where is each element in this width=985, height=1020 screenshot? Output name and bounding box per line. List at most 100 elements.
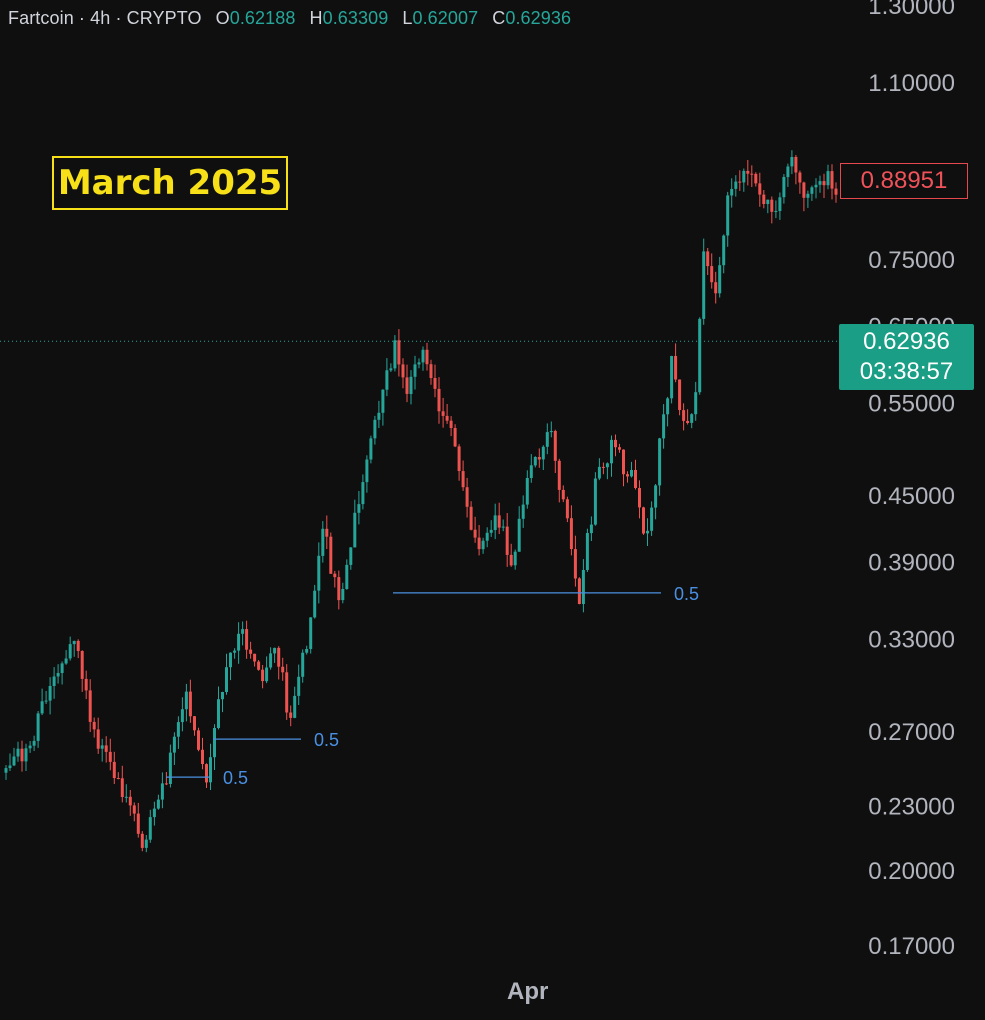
candle-body [441, 411, 445, 416]
candle-body [445, 415, 449, 421]
candle-body [253, 653, 257, 662]
candle-body [16, 748, 20, 757]
candle-body [96, 729, 100, 749]
level-label: 0.5 [674, 584, 699, 604]
candle-body [730, 189, 734, 196]
candle-body [389, 368, 393, 371]
candle-body [8, 765, 12, 769]
candle-body [48, 686, 52, 701]
candle-body [758, 183, 762, 195]
candle-body [826, 171, 830, 186]
candle-body [197, 730, 200, 750]
price-axis[interactable]: 1.300001.100000.750000.650000.550000.450… [868, 0, 955, 960]
candle-body [746, 170, 750, 174]
candle-body [690, 414, 694, 423]
candle-body [201, 749, 204, 764]
candle-body [341, 589, 345, 601]
candle-body [762, 194, 766, 204]
candle-body [152, 808, 156, 818]
candle-body [569, 518, 573, 549]
candle-body [670, 356, 674, 399]
candle-body [714, 282, 718, 294]
high-value: 0.63309 [322, 8, 389, 28]
level-label: 0.5 [223, 768, 248, 788]
candle-body [20, 748, 24, 762]
time-axis[interactable]: Apr [0, 978, 985, 1014]
candle-body [100, 745, 104, 749]
symbol-info[interactable]: Fartcoin · 4h · CRYPTO [8, 8, 202, 28]
candle-body [144, 839, 148, 848]
high-label: H [309, 8, 323, 28]
candle-body [313, 590, 317, 618]
candle-body [409, 376, 413, 394]
candle-body [517, 518, 521, 552]
candle-body [782, 177, 786, 198]
candle-body [726, 195, 730, 236]
candle-body [646, 530, 649, 534]
candle-body [593, 478, 597, 525]
candle-body [281, 666, 285, 673]
candle-body [116, 778, 120, 779]
candle-body [806, 193, 810, 198]
candle-body [810, 187, 814, 194]
candle-body [128, 796, 132, 806]
candle-body [706, 251, 710, 267]
low-value: 0.62007 [412, 8, 479, 28]
price-tick-label: 1.30000 [868, 0, 955, 20]
candle-body [601, 466, 605, 468]
candle-body [285, 672, 289, 713]
open-value: 0.62188 [229, 8, 296, 28]
candle-body [4, 768, 8, 773]
candle-body [345, 564, 349, 589]
candle-body [361, 482, 365, 505]
price-tick-label: 0.55000 [868, 391, 955, 418]
candle-body [417, 362, 421, 365]
candle-body [477, 537, 481, 550]
candle-body [425, 349, 429, 365]
candle-body [233, 650, 237, 653]
candle-body [317, 555, 321, 591]
candle-body [798, 172, 802, 183]
candle-body [453, 428, 457, 447]
candle-body [778, 197, 782, 211]
candle-body [634, 470, 637, 488]
price-tick-label: 0.20000 [868, 858, 955, 885]
candle-body [337, 577, 341, 601]
candle-body [108, 751, 112, 762]
candle-body [52, 676, 56, 686]
candle-body [88, 690, 92, 722]
low-label: L [402, 8, 413, 28]
period-annotation[interactable]: March 2025 [52, 156, 288, 210]
candle-body [654, 485, 658, 508]
candle-body [790, 157, 794, 167]
candle-body [718, 265, 722, 294]
price-tick-label: 0.45000 [868, 483, 955, 510]
candle-body [124, 796, 128, 798]
candle-body [585, 533, 589, 570]
open-label: O [215, 8, 230, 28]
candle-body [349, 547, 353, 565]
candle-body [184, 691, 188, 710]
candle-body [297, 676, 301, 696]
candle-body [421, 349, 425, 363]
candle-body [501, 526, 505, 528]
candles [4, 150, 838, 853]
price-tick-label: 0.27000 [868, 719, 955, 746]
candle-body [205, 764, 208, 783]
candle-body [229, 652, 232, 668]
candle-body [393, 340, 397, 369]
candle-body [44, 700, 48, 702]
candle-body [822, 181, 826, 186]
candle-body [301, 652, 305, 677]
candle-body [221, 692, 224, 700]
candle-body [92, 721, 96, 730]
candle-body [249, 649, 253, 654]
candle-body [650, 507, 654, 531]
candle-body [461, 471, 465, 488]
candle-body [674, 356, 678, 380]
candle-body [72, 640, 76, 645]
candle-body [533, 457, 537, 466]
candle-body [241, 629, 245, 634]
